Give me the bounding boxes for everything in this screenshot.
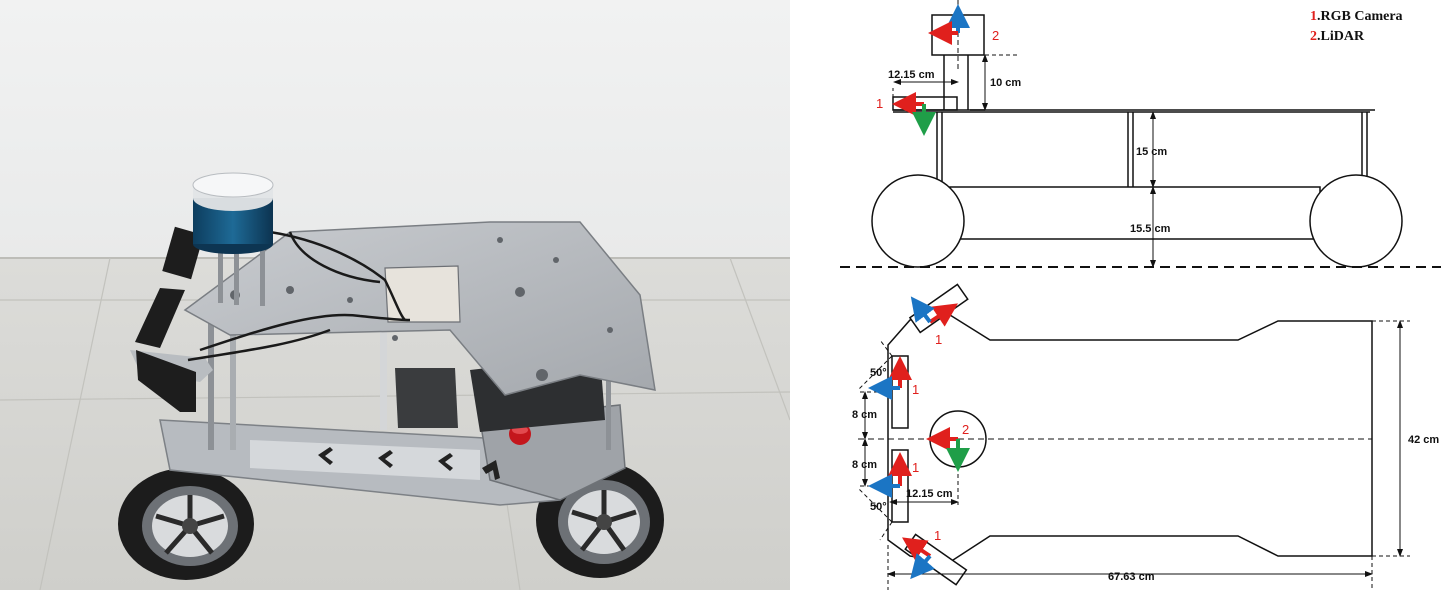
side-view (840, 0, 1441, 268)
lidar-sensor (192, 172, 274, 306)
top-cam-front-left-num: 1 (935, 332, 942, 347)
side-wheel-front (1309, 174, 1403, 268)
side-dim-body-height: 15 cm (1136, 146, 1167, 158)
svg-text:2.LiDAR: 2.LiDAR (1310, 29, 1365, 44)
top-cam-right-num: 1 (912, 460, 919, 475)
top-labels: 1 1 2 1 1 50° 50° 8 cm 8 cm 12.15 cm 42 … (852, 332, 1439, 583)
chassis (159, 300, 626, 506)
wall (0, 0, 790, 258)
top-lidar-num: 2 (962, 422, 969, 437)
side-dim-lidar-height: 10 cm (990, 77, 1021, 89)
svg-text:1.RGB Camera: 1.RGB Camera (1310, 9, 1403, 24)
legend-item1-num: 1 (1310, 9, 1317, 24)
side-labels: 2 1 12.15 cm 10 cm 15 cm 15.5 cm (876, 28, 1171, 235)
legend-item2-num: 2 (1310, 29, 1317, 44)
side-dim-offset: 12.15 cm (888, 69, 935, 81)
legend-item1-text: .RGB Camera (1317, 9, 1403, 24)
side-camera-num: 1 (876, 96, 883, 111)
top-dim-offset: 12.15 cm (906, 488, 953, 500)
side-wheel-rear (871, 174, 965, 268)
top-dim-spacing-bottom: 8 cm (852, 459, 877, 471)
wheel-rear-left (118, 468, 254, 580)
legend: 1.RGB Camera 2.LiDAR (1310, 9, 1403, 44)
top-dim-width: 42 cm (1408, 434, 1439, 446)
top-cam-left-num: 1 (912, 382, 919, 397)
cables (187, 230, 411, 362)
top-dim-spacing-top: 8 cm (852, 409, 877, 421)
top-outline (887, 314, 1373, 563)
side-lidar-num: 2 (992, 28, 999, 43)
robot-photo (0, 0, 790, 590)
side-axes (892, 4, 970, 136)
top-angle-top: 50° (870, 367, 887, 379)
top-axes (868, 296, 970, 580)
top-angle-bottom: 50° (870, 501, 887, 513)
side-dim-ground: 15.5 cm (1130, 223, 1171, 235)
legend-item2-text: .LiDAR (1317, 29, 1365, 44)
top-dim-length: 67.63 cm (1108, 571, 1155, 583)
top-cam-front-right-num: 1 (934, 528, 941, 543)
top-cam-left (891, 355, 909, 429)
